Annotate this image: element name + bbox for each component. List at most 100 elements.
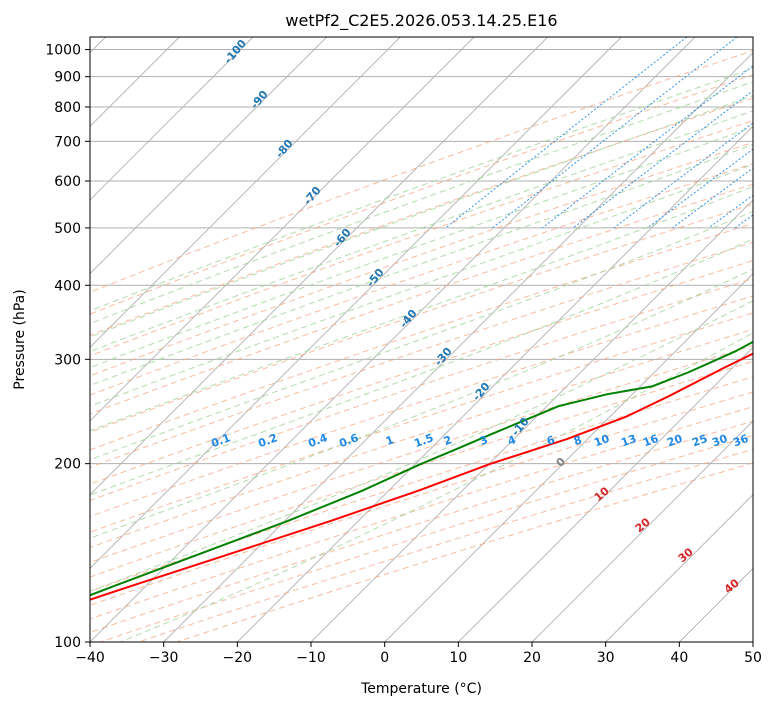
dry-adiabat: [90, 295, 753, 518]
mixing-ratio-line: [492, 37, 738, 229]
dry-adiabat: [90, 163, 753, 396]
dry-adiabat-label: -50: [364, 266, 387, 290]
dry-adiabat: [90, 312, 753, 533]
moist-adiabat: [90, 300, 753, 592]
mixing-ratio-line: [613, 122, 753, 229]
moist-adiabat: [90, 110, 753, 353]
x-tick-label: −30: [149, 650, 179, 666]
mixing-ratio-label: 1: [384, 433, 396, 448]
isotherm: [90, 37, 254, 201]
mixing-ratio-label: 0.2: [256, 431, 279, 450]
x-tick-label: 50: [744, 650, 762, 666]
mixing-ratio-line: [672, 167, 753, 229]
x-tick-label: −10: [296, 650, 326, 666]
moist-adiabat: [90, 238, 753, 496]
y-tick-label: 600: [54, 174, 81, 190]
mixing-ratio-label: 0.6: [337, 431, 360, 450]
mixing-ratio-label: 13: [619, 432, 638, 449]
moist-adiabat: [90, 126, 753, 369]
moist-adiabat: [90, 144, 753, 387]
isotherm: [310, 199, 753, 642]
moist-adiabat: [90, 163, 753, 407]
dry-adiabat: [90, 420, 753, 633]
x-axis-label: Temperature (°C): [360, 681, 482, 697]
isotherm: [752, 641, 753, 642]
y-tick-label: 500: [54, 221, 81, 237]
x-tick-label: 0: [380, 650, 389, 666]
isotherm: [163, 52, 753, 642]
x-tick-label: 10: [449, 650, 467, 666]
chart-title: wetPf2_C2E5.2026.053.14.25.E16: [285, 11, 557, 31]
x-tick-label: 30: [597, 650, 615, 666]
moist-adiabat-label: 0: [554, 455, 568, 470]
isotherm: [605, 494, 753, 642]
dry-adiabat: [90, 97, 753, 336]
dry-adiabat-label: -80: [273, 137, 296, 161]
isotherm: [679, 567, 753, 642]
dry-adiabat-label: -60: [331, 226, 354, 250]
y-tick-label: 700: [54, 134, 81, 150]
isotherm: [237, 125, 753, 642]
mixing-ratio-label: 36: [731, 432, 750, 450]
moist-adiabat: [90, 95, 753, 338]
mixing-ratio-label: 10: [592, 432, 611, 450]
dry-adiabat-label: -30: [432, 345, 455, 369]
moist-adiabat-label: 20: [633, 515, 653, 535]
dry-adiabat: [90, 345, 753, 563]
moist-adiabat: [90, 186, 753, 432]
dry-adiabat: [90, 376, 753, 592]
moist-adiabat: [120, 332, 753, 642]
mixing-ratio-label: 16: [641, 432, 660, 450]
dry-adiabat: [90, 183, 753, 415]
mixing-ratio-label: 2: [442, 433, 454, 448]
mixing-ratio-label: 0.1: [209, 431, 232, 450]
dry-adiabat: [90, 328, 753, 548]
dry-adiabat: [90, 241, 753, 468]
moist-adiabat: [90, 210, 753, 461]
dry-adiabat-label: -100: [221, 37, 249, 67]
x-tick-label: −20: [223, 650, 253, 666]
dry-adiabat: [90, 360, 753, 578]
dry-adiabat: [90, 278, 753, 502]
isotherm: [90, 37, 327, 275]
y-tick-label: 100: [54, 635, 81, 651]
mixing-ratio-label: 1.5: [412, 431, 435, 450]
dry-adiabat: [90, 141, 753, 377]
mixing-ratio-label: 8: [572, 433, 584, 448]
mixing-ratio-label: 20: [665, 432, 684, 450]
moist-adiabat-label: 40: [722, 576, 742, 596]
dry-adiabat-label: -20: [470, 380, 493, 404]
mixing-ratio-label: 25: [690, 432, 709, 449]
y-tick-label: 400: [54, 278, 81, 294]
dry-adiabat: [90, 260, 753, 485]
isotherm: [90, 37, 401, 348]
moist-adiabat-label: 10: [592, 484, 612, 504]
mixing-ratio-line: [445, 37, 688, 229]
dry-adiabat: [90, 50, 753, 293]
y-tick-label: 200: [54, 457, 81, 473]
mixing-ratio-line: [734, 214, 753, 229]
mixing-ratio-label: 6: [545, 433, 557, 448]
y-tick-label: 1000: [45, 43, 81, 59]
y-tick-label: 900: [54, 70, 81, 86]
mixing-ratio-label: 3: [478, 433, 490, 448]
moist-adiabat: [90, 81, 753, 325]
dry-adiabat: [90, 120, 753, 357]
moist-adiabat-label: 30: [676, 545, 696, 565]
dry-adiabat-label: -40: [397, 307, 420, 331]
x-tick-label: 40: [670, 650, 688, 666]
dry-adiabat: [90, 74, 753, 315]
mixing-ratio-label: 30: [710, 432, 729, 450]
mixing-ratio-label: 4: [506, 433, 518, 448]
y-tick-label: 800: [54, 100, 81, 116]
isotherm: [90, 37, 548, 496]
moist-adiabat: [90, 67, 753, 312]
dry-adiabat: [90, 222, 753, 451]
x-tick-label: −40: [75, 650, 105, 666]
moist-adiabat: [90, 268, 753, 539]
dewpoint-profile-line: [90, 340, 753, 597]
dry-adiabat: [90, 203, 753, 433]
mixing-ratio-line: [572, 90, 753, 229]
isotherm: [458, 346, 753, 642]
